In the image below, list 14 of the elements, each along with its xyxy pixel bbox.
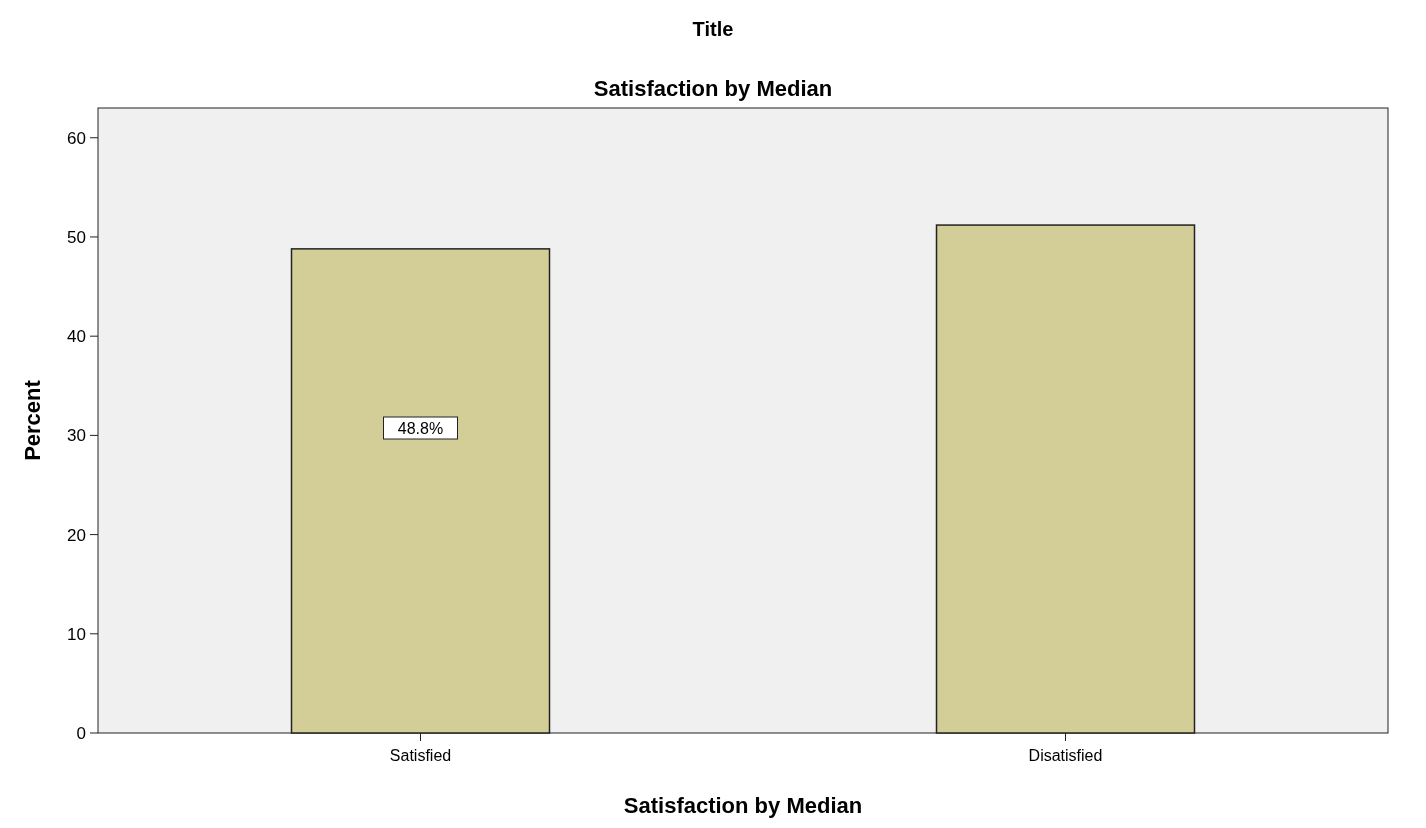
y-axis-title: Percent [20, 379, 45, 461]
y-tick-label: 0 [76, 724, 86, 743]
y-tick-label: 30 [67, 426, 86, 446]
x-tick-label: Satisfied [389, 747, 452, 764]
x-axis-title: Satisfaction by Median [623, 793, 863, 818]
y-tick-label: 40 [67, 327, 86, 347]
y-tick-label: 10 [67, 624, 86, 644]
chart-title: Title [692, 18, 734, 40]
chart-subtitle: Satisfaction by Median [593, 76, 833, 101]
y-tick-label: 50 [67, 227, 86, 247]
x-tick-label: Disatisfied [1028, 747, 1103, 764]
data-label: 48.8% [397, 420, 444, 437]
y-tick-label: 60 [67, 128, 86, 148]
y-tick-label: 20 [67, 525, 86, 545]
